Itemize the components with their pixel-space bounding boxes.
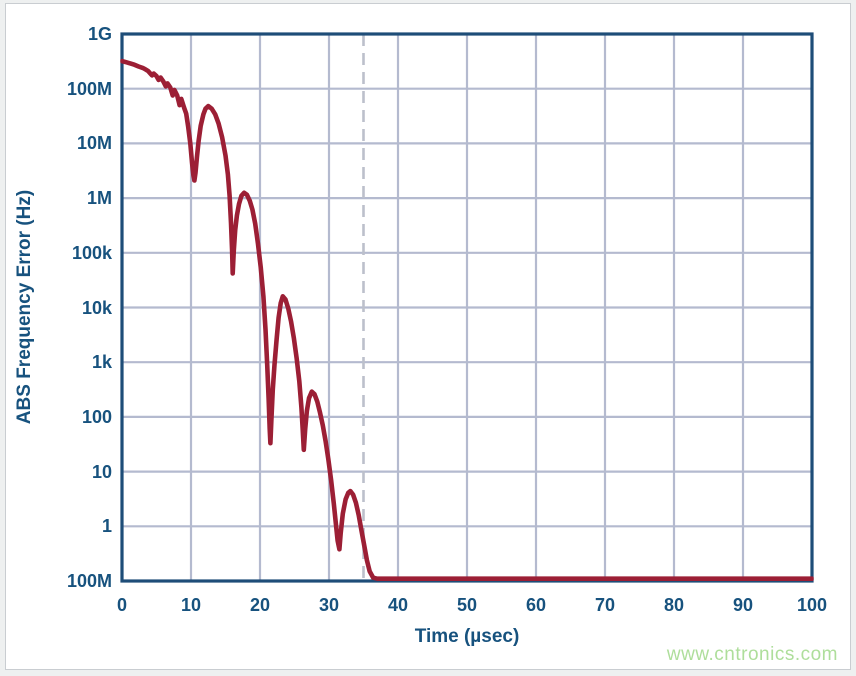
chart-card (5, 3, 851, 670)
y-tick-label: 10k (81, 298, 112, 318)
x-tick-label: 50 (456, 595, 478, 615)
y-tick-label: 10M (76, 133, 112, 153)
x-axis-title: Time (µsec) (414, 626, 520, 647)
x-tick-label: 100 (796, 595, 828, 615)
x-tick-label: 70 (594, 595, 616, 615)
x-tick-label: 40 (387, 595, 409, 615)
y-tick-label: 100k (71, 243, 112, 263)
y-tick-label: 10 (91, 462, 112, 482)
x-tick-label: 90 (732, 595, 754, 615)
x-tick-label: 0 (116, 595, 127, 615)
x-tick-label: 20 (249, 595, 271, 615)
watermark-text: www.cntronics.com (666, 644, 838, 665)
frequency-error-curve (120, 58, 814, 582)
y-tick-label: 100M (66, 571, 112, 591)
y-tick-label: 1k (91, 352, 112, 372)
y-tick-label: 100 (81, 407, 112, 427)
x-tick-label: 10 (180, 595, 202, 615)
x-tick-label: 60 (525, 595, 547, 615)
y-tick-label: 1 (101, 516, 112, 536)
y-axis-title: ABS Frequency Error (Hz) (14, 189, 35, 425)
x-tick-label: 30 (318, 595, 340, 615)
x-tick-label: 80 (663, 595, 685, 615)
y-tick-label: 100M (66, 79, 112, 99)
y-tick-label: 1G (87, 24, 112, 44)
y-tick-label: 1M (86, 188, 112, 208)
